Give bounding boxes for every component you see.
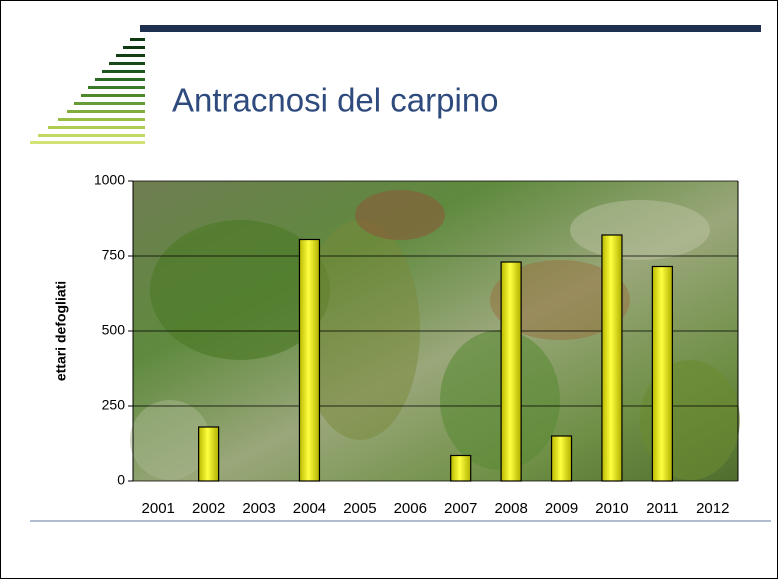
y-tick-label: 0 <box>117 472 125 488</box>
y-tick-label: 250 <box>102 397 126 413</box>
y-tick-label: 1000 <box>94 172 125 188</box>
y-axis-label: ettari defogliati <box>53 281 69 381</box>
photo-background <box>130 181 740 481</box>
bar <box>601 234 623 482</box>
bar <box>651 265 673 482</box>
top-rule <box>140 25 761 32</box>
x-tick-label: 2002 <box>192 500 225 517</box>
x-tick-label: 2001 <box>142 500 175 517</box>
y-tick-label: 500 <box>102 322 126 338</box>
bar <box>198 426 220 482</box>
slide-title: Antracnosi del carpino <box>172 82 499 119</box>
bar <box>298 238 321 482</box>
x-tick-label: 2005 <box>343 500 376 517</box>
bar <box>550 435 573 482</box>
x-tick-label: 2006 <box>394 500 427 517</box>
logo-stripes <box>30 38 145 144</box>
bar <box>450 454 472 482</box>
x-tick-label: 2007 <box>444 500 477 517</box>
x-tick-label: 2004 <box>293 500 326 517</box>
x-tick-label: 2008 <box>494 500 527 517</box>
x-tick-label: 2009 <box>545 500 578 517</box>
x-tick-label: 2012 <box>696 500 729 517</box>
bar <box>500 261 522 482</box>
y-tick-label: 750 <box>102 247 126 263</box>
x-tick-label: 2003 <box>242 500 275 517</box>
x-tick-label: 2010 <box>595 500 628 517</box>
x-tick-label: 2011 <box>646 500 678 517</box>
